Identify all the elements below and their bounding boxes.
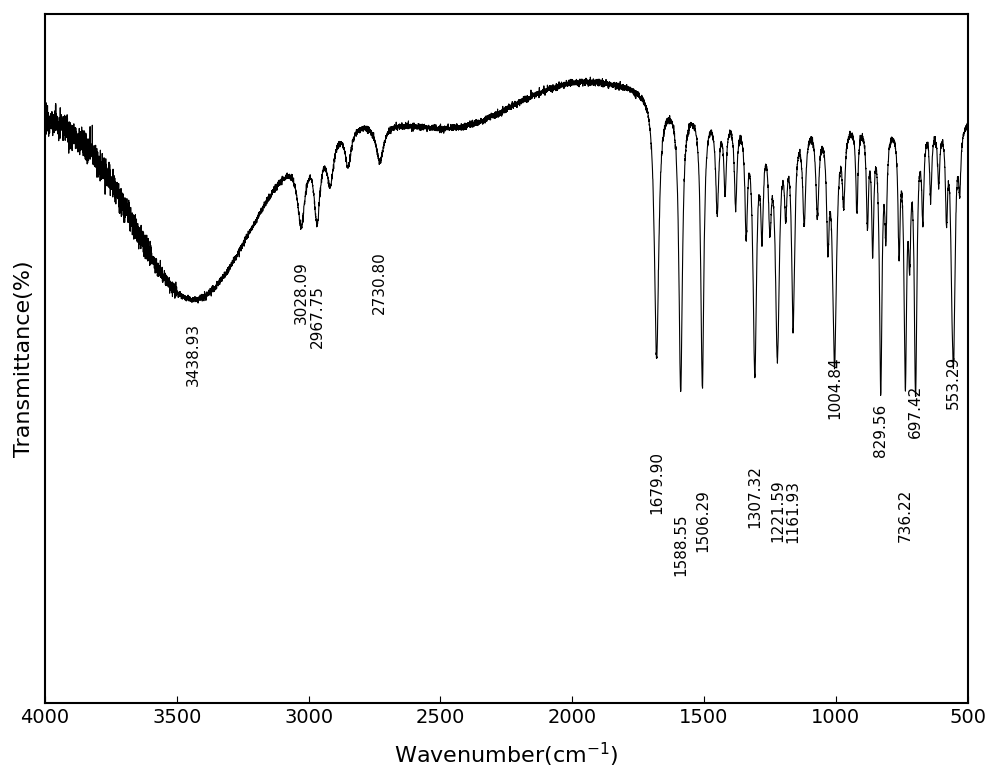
Text: 1506.29: 1506.29: [695, 489, 710, 552]
Text: 736.22: 736.22: [898, 489, 913, 543]
Y-axis label: Transmittance(%): Transmittance(%): [14, 260, 34, 456]
Text: 697.42: 697.42: [908, 384, 923, 438]
Text: 1588.55: 1588.55: [673, 513, 688, 576]
Text: 1679.90: 1679.90: [649, 451, 664, 514]
Text: 1004.84: 1004.84: [827, 356, 842, 419]
Text: 1161.93: 1161.93: [786, 480, 801, 543]
Text: 1307.32: 1307.32: [747, 465, 762, 529]
X-axis label: Wavenumber(cm$^{-1}$): Wavenumber(cm$^{-1}$): [394, 741, 619, 769]
Text: 553.29: 553.29: [946, 356, 961, 410]
Text: 3438.93: 3438.93: [185, 323, 200, 386]
Text: 2730.80: 2730.80: [372, 251, 387, 314]
Text: 829.56: 829.56: [873, 404, 888, 457]
Text: 1221.59: 1221.59: [770, 480, 785, 543]
Text: 2967.75: 2967.75: [310, 285, 325, 348]
Text: 3028.09: 3028.09: [294, 261, 309, 324]
